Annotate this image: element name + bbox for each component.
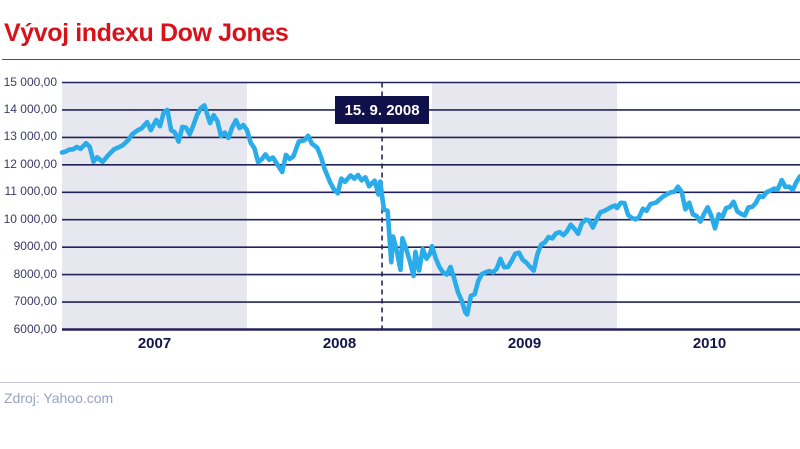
annotation-date-label: 15. 9. 2008 bbox=[344, 101, 420, 119]
year-band-2009 bbox=[432, 82, 617, 330]
title-underline-rule bbox=[2, 59, 800, 60]
source-credit: Zdroj: Yahoo.com bbox=[4, 390, 114, 406]
y-tick-label-6000: 6000,00 bbox=[13, 321, 57, 336]
y-tick-label-14000: 14 000,00 bbox=[3, 101, 57, 116]
y-tick-label-15000: 15 000,00 bbox=[3, 74, 57, 89]
y-tick-label-8000: 8000,00 bbox=[13, 266, 57, 281]
footer-separator-line bbox=[0, 382, 800, 383]
page-title: Vývoj indexu Dow Jones bbox=[4, 19, 289, 47]
y-tick-label-10000: 10 000,00 bbox=[3, 211, 57, 226]
y-tick-label-12000: 12 000,00 bbox=[3, 156, 57, 171]
y-tick-label-13000: 13 000,00 bbox=[3, 129, 57, 144]
dow-jones-series-line bbox=[59, 103, 800, 317]
year-label-2010: 2010 bbox=[692, 335, 727, 352]
year-label-2007: 2007 bbox=[137, 335, 172, 352]
y-tick-label-9000: 9000,00 bbox=[13, 239, 57, 254]
annotation-callout: 15. 9. 2008 bbox=[335, 96, 430, 124]
year-label-2008: 2008 bbox=[322, 335, 357, 352]
year-label-2009: 2009 bbox=[507, 335, 542, 352]
y-tick-label-11000: 11 000,00 bbox=[4, 184, 58, 199]
y-tick-label-7000: 7000,00 bbox=[13, 294, 57, 309]
